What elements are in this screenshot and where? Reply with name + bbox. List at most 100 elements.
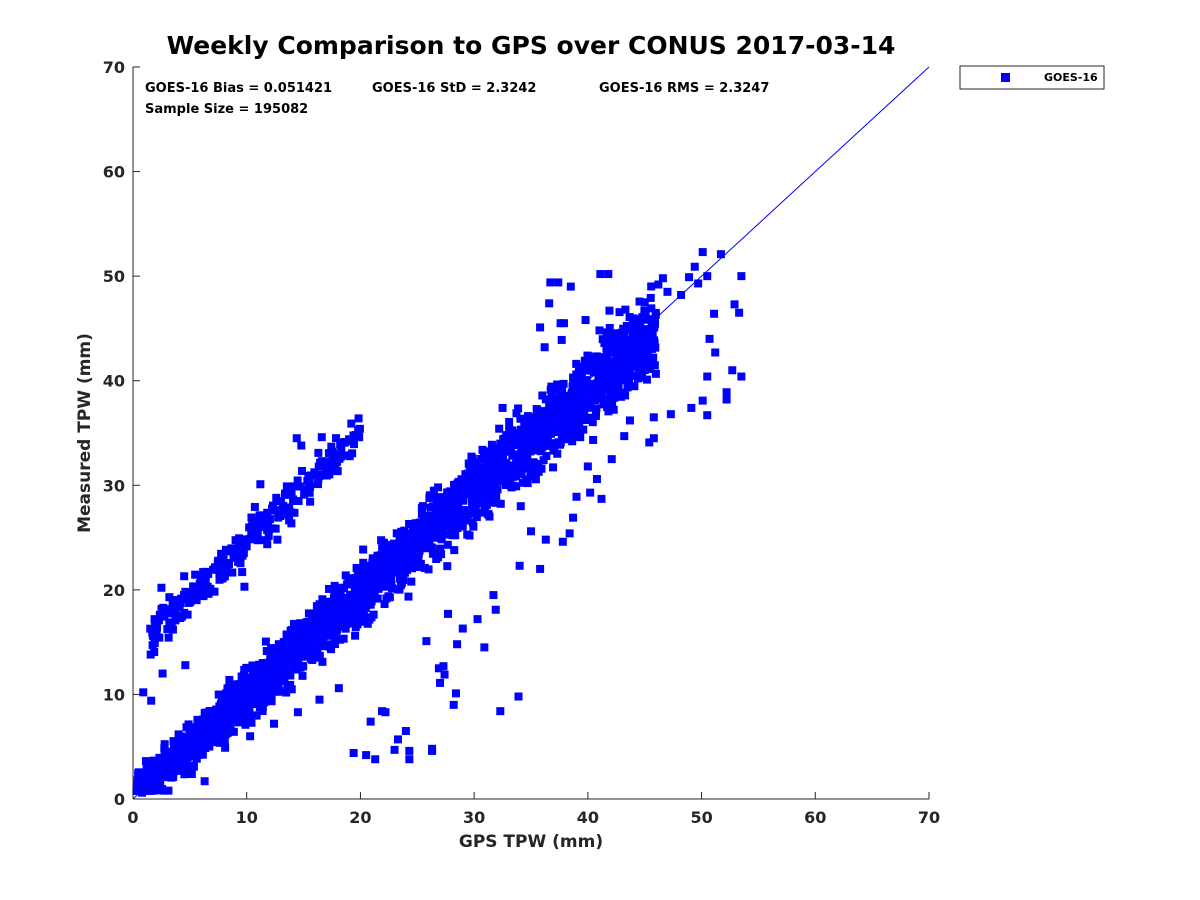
data-point [293, 621, 302, 630]
data-point [496, 439, 505, 448]
data-point [390, 745, 399, 754]
data-point [381, 582, 390, 591]
data-point [362, 751, 371, 760]
data-point [527, 460, 536, 469]
data-point [553, 385, 562, 394]
y-tick-label: 30 [103, 476, 125, 495]
data-point [354, 432, 363, 441]
data-point [221, 743, 230, 752]
data-point [315, 695, 324, 704]
data-point [705, 334, 714, 343]
data-point [527, 472, 536, 481]
data-point [303, 652, 312, 661]
data-point [488, 479, 497, 488]
data-point [306, 497, 315, 506]
data-point [254, 676, 263, 685]
reference-line-layer [132, 66, 930, 800]
data-point [225, 675, 234, 684]
data-point [255, 703, 264, 712]
data-point [586, 359, 595, 368]
data-point [547, 439, 556, 448]
data-point [710, 309, 719, 318]
data-point [690, 262, 699, 271]
data-point [638, 373, 647, 382]
x-tick-label: 40 [577, 808, 599, 827]
data-point [235, 686, 244, 695]
data-point [465, 531, 474, 540]
data-point [568, 392, 577, 401]
data-point [557, 335, 566, 344]
data-point [597, 494, 606, 503]
data-point [379, 575, 388, 584]
data-point [381, 708, 390, 717]
data-point [272, 506, 281, 515]
data-point [326, 618, 335, 627]
data-point [507, 467, 516, 476]
data-point [490, 488, 499, 497]
data-point [440, 518, 449, 527]
data-point [444, 495, 453, 504]
y-ticks-layer: 0 10 20 30 40 50 60 70 [103, 58, 140, 809]
x-tick-label: 0 [127, 808, 138, 827]
data-point [224, 715, 233, 724]
data-point [614, 361, 623, 370]
data-point [418, 502, 427, 511]
data-point [210, 563, 219, 572]
bias-stat: GOES-16 Bias = 0.051421 [145, 81, 332, 96]
data-point [516, 502, 525, 511]
data-point [537, 412, 546, 421]
data-point [165, 593, 174, 602]
data-point [703, 372, 712, 381]
data-point [654, 280, 663, 289]
data-point [583, 462, 592, 471]
data-point [400, 568, 409, 577]
data-point [651, 308, 660, 317]
data-point [574, 409, 583, 418]
data-point [230, 553, 239, 562]
data-point [646, 293, 655, 302]
data-point [599, 364, 608, 373]
data-point [428, 492, 437, 501]
data-point [527, 436, 536, 445]
data-point [395, 585, 404, 594]
data-point [199, 592, 208, 601]
data-point [540, 343, 549, 352]
data-point [603, 395, 612, 404]
data-point [536, 427, 545, 436]
data-point [293, 476, 302, 485]
data-point [214, 690, 223, 699]
data-point [317, 457, 326, 466]
data-point [158, 759, 167, 768]
data-point [536, 447, 545, 456]
data-point [618, 354, 627, 363]
data-point [316, 614, 325, 623]
data-point [318, 606, 327, 615]
data-point [436, 493, 445, 502]
data-point [378, 543, 387, 552]
data-point [533, 433, 542, 442]
data-point [486, 474, 495, 483]
data-point [568, 382, 577, 391]
data-point [617, 392, 626, 401]
data-point [602, 328, 611, 337]
data-point [356, 605, 365, 614]
data-point [154, 616, 163, 625]
data-point [196, 745, 205, 754]
data-point [240, 582, 249, 591]
data-point [219, 555, 228, 564]
data-point [396, 566, 405, 575]
data-point [268, 687, 277, 696]
data-point [632, 358, 641, 367]
data-point [339, 584, 348, 593]
data-point [569, 513, 578, 522]
data-point [498, 403, 507, 412]
data-point [269, 644, 278, 653]
data-point [645, 326, 654, 335]
data-point [625, 416, 634, 425]
data-point [415, 518, 424, 527]
data-point [535, 407, 544, 416]
data-point [551, 422, 560, 431]
data-point [158, 784, 167, 793]
data-point [361, 578, 370, 587]
